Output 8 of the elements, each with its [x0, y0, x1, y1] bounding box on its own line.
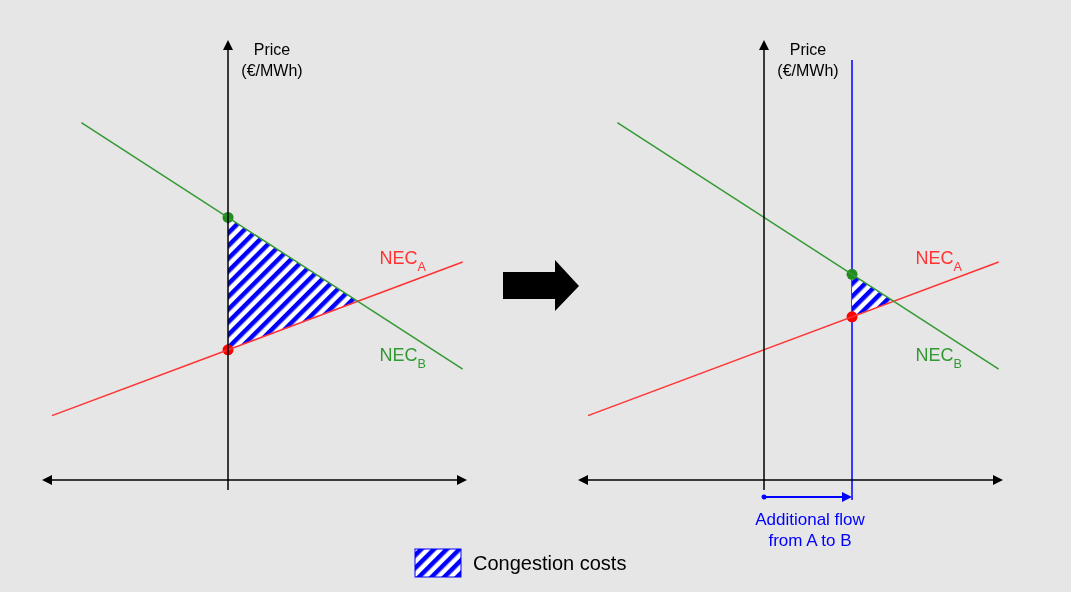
series-label: NEC$_{A}$: [915, 247, 963, 274]
y-axis-title: Price (€/MWh): [241, 41, 303, 79]
text: Additional flow from A to B: [755, 510, 866, 550]
series-label: NEC$_{A}$: [379, 247, 427, 274]
series-label: NEC$_{B}$: [915, 345, 962, 372]
text: Congestion costs: [473, 552, 627, 574]
series-label: NEC$_{B}$: [379, 345, 426, 372]
y-axis-title: Price (€/MWh): [777, 41, 839, 79]
